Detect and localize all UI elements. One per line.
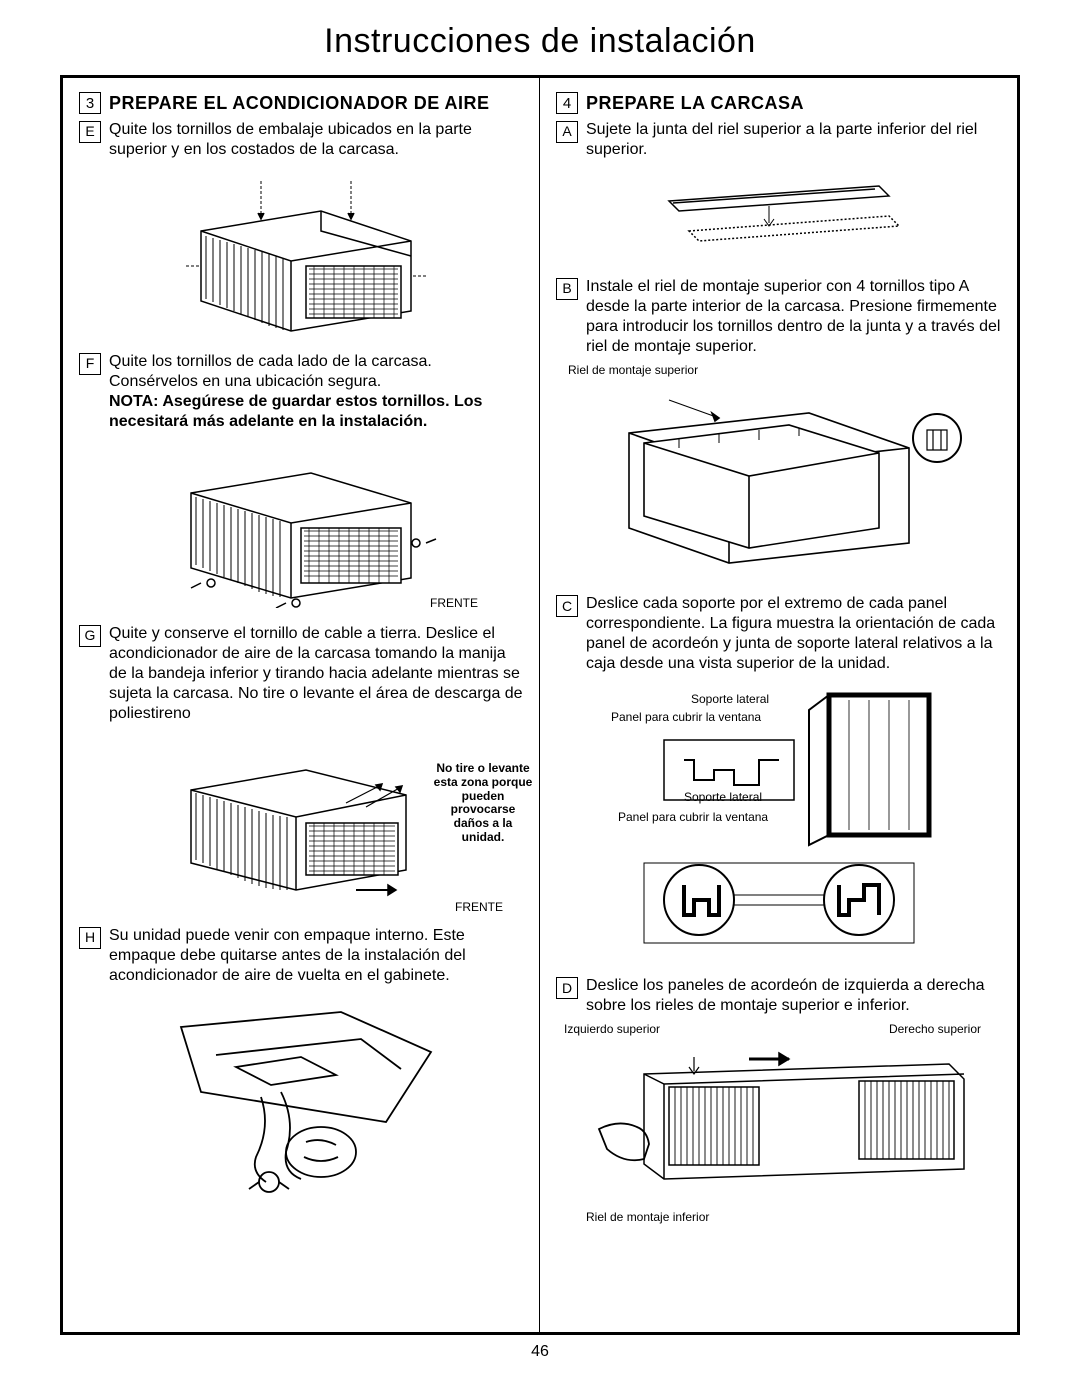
step-H-text: Su unidad puede venir con empaque intern… <box>109 926 523 986</box>
step-G: G Quite y conserve el tornillo de cable … <box>79 624 523 724</box>
step-F: F Quite los tornillos de cada lado de la… <box>79 352 523 432</box>
page-number: 46 <box>0 1335 1080 1381</box>
step-letter-B: B <box>556 278 578 300</box>
figure-D <box>556 1046 1001 1196</box>
step-F-desc: Quite los tornillos de cada lado de la c… <box>109 353 432 390</box>
step-letter-E: E <box>79 121 101 143</box>
step-F-text: Quite los tornillos de cada lado de la c… <box>109 352 523 432</box>
step-H: H Su unidad puede venir con empaque inte… <box>79 926 523 986</box>
step-D-text: Deslice los paneles de acordeón de izqui… <box>586 976 1001 1016</box>
figure-C: Soporte lateral Panel para cubrir la ven… <box>556 682 1001 962</box>
riel-sup-label: Riel de montaje superior <box>568 363 1001 377</box>
figure-E <box>79 168 523 338</box>
section-3-header: 3 PREPARE EL ACONDICIONADOR DE AIRE <box>79 92 523 114</box>
step-letter-F: F <box>79 353 101 375</box>
der-sup-label: Derecho superior <box>889 1022 981 1036</box>
izq-sup-label: Izquierdo superior <box>564 1022 660 1036</box>
figure-B <box>556 385 1001 580</box>
step-B: B Instale el riel de montaje superior co… <box>556 277 1001 357</box>
step-G-text: Quite y conserve el tornillo de cable a … <box>109 624 523 724</box>
section-number-box: 3 <box>79 92 101 114</box>
right-column: 4 PREPARE LA CARCASA A Sujete la junta d… <box>540 78 1017 1332</box>
step-letter-H: H <box>79 927 101 949</box>
step-B-text: Instale el riel de montaje superior con … <box>586 277 1001 357</box>
figure-H <box>79 994 523 1204</box>
section-number-box-4: 4 <box>556 92 578 114</box>
section-3-title: PREPARE EL ACONDICIONADOR DE AIRE <box>109 93 490 114</box>
step-A-text: Sujete la junta del riel superior a la p… <box>586 120 1001 160</box>
step-A: A Sujete la junta del riel superior a la… <box>556 120 1001 160</box>
section-4-header: 4 PREPARE LA CARCASA <box>556 92 1001 114</box>
figure-F: FRENTE <box>79 440 523 610</box>
riel-inf-label: Riel de montaje inferior <box>586 1210 1001 1224</box>
soporte-lateral-label: Soporte lateral <box>691 692 769 706</box>
step-E: E Quite los tornillos de embalaje ubicad… <box>79 120 523 160</box>
step-D: D Deslice los paneles de acordeón de izq… <box>556 976 1001 1016</box>
panel-ventana-label: Panel para cubrir la ventana <box>611 710 761 724</box>
step-F-note: NOTA: Asegúrese de guardar estos tornill… <box>109 393 482 430</box>
step-letter-G: G <box>79 625 101 647</box>
frente-label-1: FRENTE <box>430 596 478 610</box>
content-frame: 3 PREPARE EL ACONDICIONADOR DE AIRE E Qu… <box>60 75 1020 1335</box>
section-4-title: PREPARE LA CARCASA <box>586 93 804 114</box>
figure-A <box>556 168 1001 263</box>
step-E-text: Quite los tornillos de embalaje ubicados… <box>109 120 523 160</box>
page-title: Instrucciones de instalación <box>0 0 1080 75</box>
left-column: 3 PREPARE EL ACONDICIONADOR DE AIRE E Qu… <box>63 78 540 1332</box>
step-letter-C: C <box>556 595 578 617</box>
figure-G: No tire o levante esta zona porque puede… <box>79 732 523 912</box>
step-letter-A: A <box>556 121 578 143</box>
panel-ventana-label-2: Panel para cubrir la ventana <box>618 810 768 824</box>
soporte-lateral-label-2: Soporte lateral <box>684 790 762 804</box>
step-letter-D: D <box>556 977 578 999</box>
step-C: C Deslice cada soporte por el extremo de… <box>556 594 1001 674</box>
step-C-text: Deslice cada soporte por el extremo de c… <box>586 594 1001 674</box>
warning-annotation: No tire o levante esta zona porque puede… <box>433 762 533 845</box>
frente-label-2: FRENTE <box>455 900 503 914</box>
